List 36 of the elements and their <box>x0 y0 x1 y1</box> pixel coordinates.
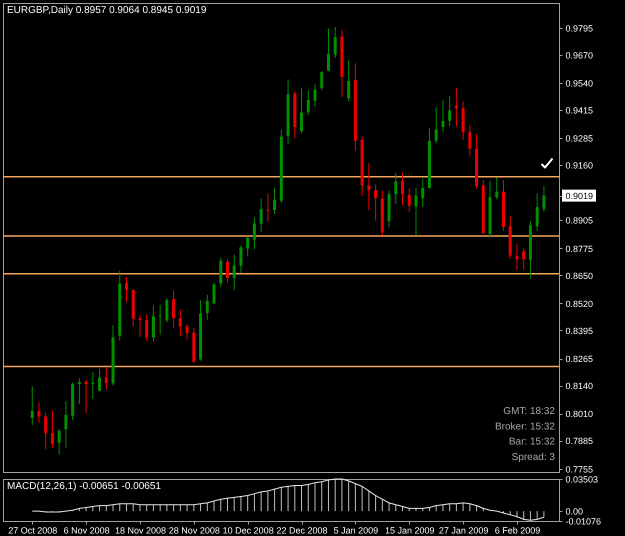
chart-title: EURGBP,Daily 0.8957 0.9064 0.8945 0.9019 <box>7 5 207 16</box>
y-tick-label: 0.9795 <box>566 23 594 34</box>
y-tick-label: 0.03503 <box>566 474 598 484</box>
chart-title: MACD(12,26,1) -0.00651 -0.00651 <box>7 481 162 492</box>
y-tick-label: 0.9540 <box>566 78 594 88</box>
y-tick-label: 0.8905 <box>566 216 594 226</box>
x-tick-label: 6 Nov 2008 <box>64 526 110 536</box>
y-tick-label: 0.8395 <box>566 326 594 336</box>
annotation: Bar: 15:32 <box>508 436 556 448</box>
x-tick-label: 27 Oct 2008 <box>8 526 58 536</box>
y-tick-label: 0.8140 <box>566 381 594 392</box>
y-tick-label: 0.9415 <box>566 105 594 116</box>
y-tick-label: 0.7885 <box>566 436 594 446</box>
x-tick-label: 10 Dec 2008 <box>222 526 274 536</box>
x-tick-label: 6 Feb 2009 <box>494 526 540 536</box>
y-tick-label: 0.8010 <box>566 409 594 420</box>
y-tick-label: 0.7755 <box>566 464 594 474</box>
x-tick-label: 5 Jan 2009 <box>334 526 378 536</box>
annotation: Spread: 3 <box>512 452 556 463</box>
annotation: Broker: 15:32 <box>494 421 556 432</box>
x-tick-label: 27 Jan 2009 <box>438 526 488 536</box>
y-tick-label: 0.00 <box>566 506 584 517</box>
y-tick-label: 0.8265 <box>566 354 594 364</box>
x-tick-label: 15 Jan 2009 <box>384 526 435 536</box>
y-tick-label: 0.9160 <box>566 160 594 171</box>
y-tick-label: 0.8775 <box>566 244 594 254</box>
y-tick-label: 0.8520 <box>566 298 594 309</box>
annotation: GMT: 18:32 <box>503 406 556 417</box>
x-tick-label: 18 Nov 2008 <box>114 526 166 536</box>
y-tick-label: 0.9019 <box>566 191 594 202</box>
x-tick-label: 22 Dec 2008 <box>276 526 328 536</box>
x-tick-label: 28 Nov 2008 <box>168 526 220 536</box>
y-tick-label: 0.9285 <box>566 134 594 144</box>
y-tick-label: 0.9670 <box>566 50 594 60</box>
y-tick-label: 0.8650 <box>566 270 594 281</box>
y-tick-label: -0.01076 <box>566 516 602 526</box>
